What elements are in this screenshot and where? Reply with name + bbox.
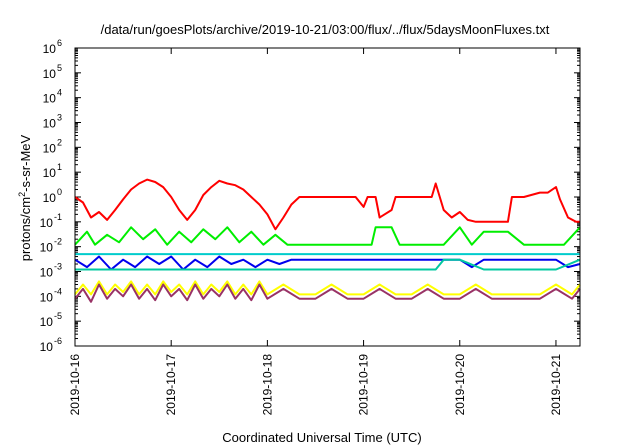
series-layer [74,178,581,303]
y-tick-label: 103 [43,113,62,131]
y-tick-label: 10-6 [40,336,62,354]
y-axis-title-sup: 2 [17,192,27,197]
y-tick-exp: -4 [54,286,62,296]
svg-text:protons/cm2-s-sr-MeV: protons/cm2-s-sr-MeV [17,134,33,261]
y-tick-label: 10-4 [40,286,62,304]
x-tick-label: 2019-10-17 [164,354,178,416]
y-tick-base: 10 [43,42,57,56]
x-tick-label: 2019-10-20 [453,354,467,416]
x-tick-label: 2019-10-18 [260,354,274,416]
y-tick-base: 10 [40,241,54,255]
y-axis-title: protons/cm2-s-sr-MeV [17,134,33,261]
x-axis-title: Coordinated Universal Time (UTC) [222,430,421,445]
y-tick-base: 10 [40,340,54,354]
y-tick-label: 102 [43,137,62,155]
x-axis-ticks: 2019-10-16 2019-10-17 2019-10-18 2019-10-19… [68,48,563,415]
y-axis-title-post: -s-sr-MeV [18,134,33,191]
y-tick-base: 10 [40,266,54,280]
y-tick-exp: 5 [57,63,62,73]
y-tick-base: 10 [43,117,57,131]
y-tick-label: 106 [43,38,62,56]
y-tick-exp: 1 [57,162,62,172]
y-tick-exp: -5 [54,311,62,321]
y-tick-label: 10-2 [40,237,62,255]
y-tick-label: 10-5 [40,311,62,329]
y-tick-exp: -1 [54,212,62,222]
y-tick-base: 10 [43,92,57,106]
y-tick-base: 10 [43,166,57,180]
series-line-6 [74,280,581,296]
y-tick-exp: 3 [57,113,62,123]
y-tick-base: 10 [43,141,57,155]
y-tick-exp: 0 [57,187,62,197]
x-tick-label: 2019-10-19 [357,354,371,416]
y-tick-base: 10 [40,290,54,304]
y-tick-label: 10-3 [40,262,62,280]
y-tick-exp: 4 [57,88,62,98]
y-tick-exp: -6 [54,336,62,346]
y-tick-exp: 2 [57,137,62,147]
x-tick-label: 2019-10-21 [549,354,563,416]
y-tick-exp: 6 [57,38,62,48]
chart-title: /data/run/goesPlots/archive/2019-10-21/0… [101,22,550,37]
y-tick-label: 105 [43,63,62,81]
x-tick-label: 2019-10-16 [68,354,82,416]
y-tick-base: 10 [40,315,54,329]
series-line-4 [74,255,581,271]
y-axis-title-pre: protons/cm [18,197,33,261]
y-tick-label: 10-1 [40,212,62,230]
plot-frame [74,47,581,347]
y-tick-exp: -3 [54,262,62,272]
y-tick-label: 100 [43,187,62,205]
y-tick-base: 10 [40,216,54,230]
series-line-5 [75,258,581,271]
series-line-2 [74,226,581,246]
y-tick-base: 10 [43,191,57,205]
y-tick-label: 104 [43,88,62,106]
y-tick-label: 101 [43,162,62,180]
y-tick-exp: -2 [54,237,62,247]
series-line-7 [74,283,581,303]
y-tick-base: 10 [43,67,57,81]
series-line-1 [74,178,580,231]
